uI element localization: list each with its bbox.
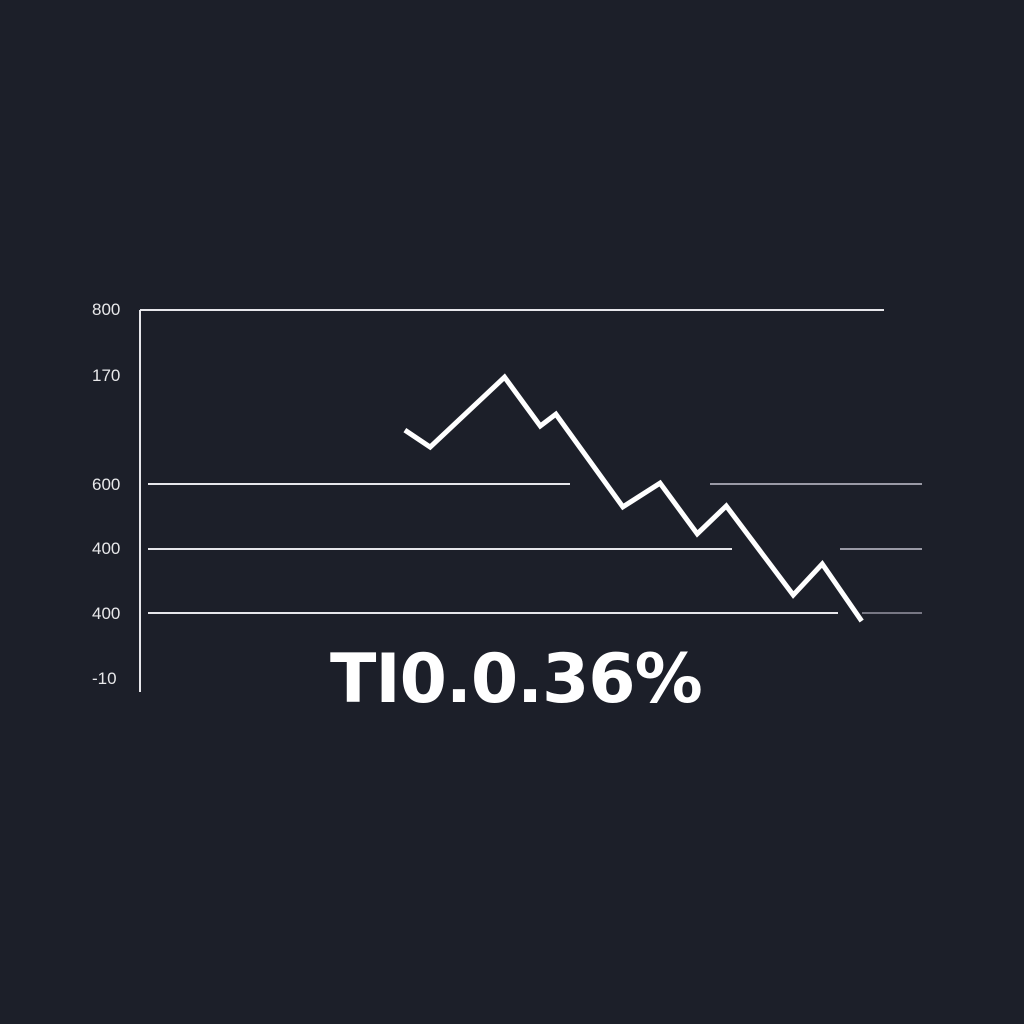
chart-annotation: TI0.0.36% [330, 640, 703, 719]
y-tick-label: 170 [92, 366, 121, 385]
y-tick-label: 400 [92, 604, 121, 623]
series-line [403, 373, 864, 623]
y-tick-label: -10 [92, 669, 117, 688]
y-tick-label: 800 [92, 300, 121, 319]
y-tick-label: 600 [92, 475, 121, 494]
y-tick-label: 400 [92, 539, 121, 558]
